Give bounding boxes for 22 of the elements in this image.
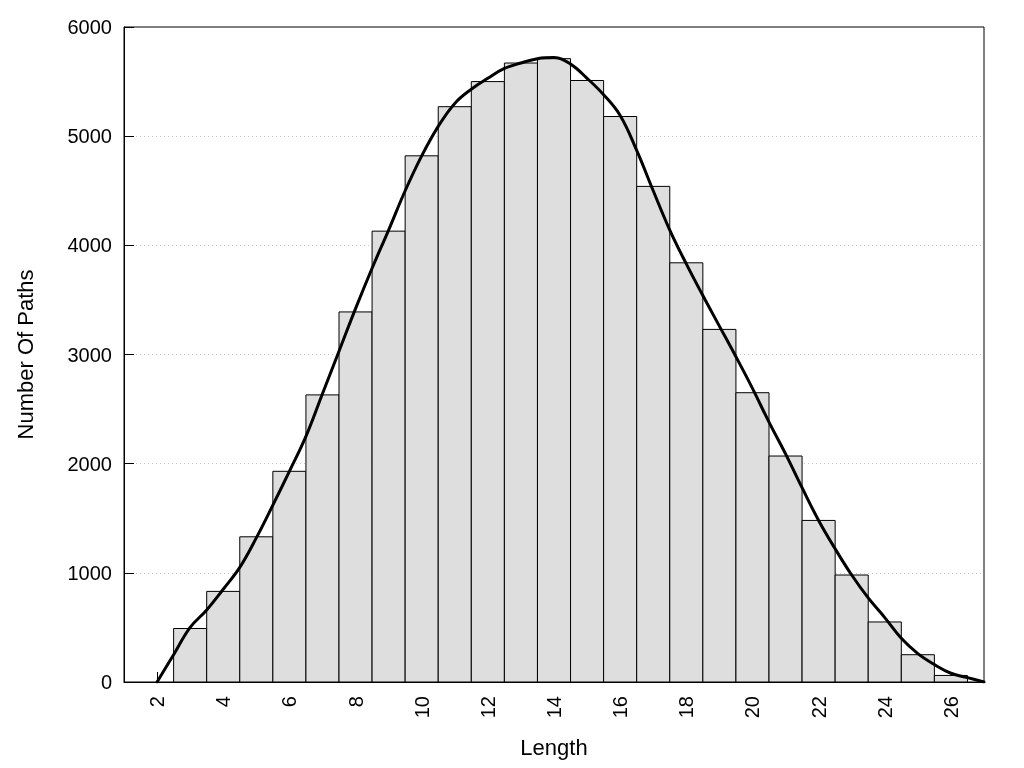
y-tick-label: 3000 [67,343,112,366]
x-tick-label: 16 [609,696,632,719]
x-axis-title: Length [520,734,588,760]
y-tick-label: 5000 [67,125,112,148]
y-tick-label: 2000 [67,452,112,475]
y-tick-label: 6000 [67,16,112,38]
y-tick-label: 1000 [67,561,112,584]
y-tick-label: 0 [100,671,112,693]
x-tick-label: 20 [741,696,764,719]
x-tick-label: 14 [543,696,565,719]
y-axis-title: Number Of Paths [12,269,38,440]
y-tick-label: 4000 [67,234,112,257]
x-tick-label: 22 [807,696,830,719]
x-tick-label: 8 [344,696,367,708]
x-tick-label: 4 [212,696,235,708]
x-tick-label: 18 [675,696,698,719]
x-tick-label: 10 [410,696,433,719]
x-tick-label: 24 [873,696,896,719]
x-tick-label: 6 [278,696,301,708]
x-tick-label: 12 [476,696,499,719]
x-tick-label: 2 [146,696,169,708]
x-tick-label: 26 [939,696,962,719]
